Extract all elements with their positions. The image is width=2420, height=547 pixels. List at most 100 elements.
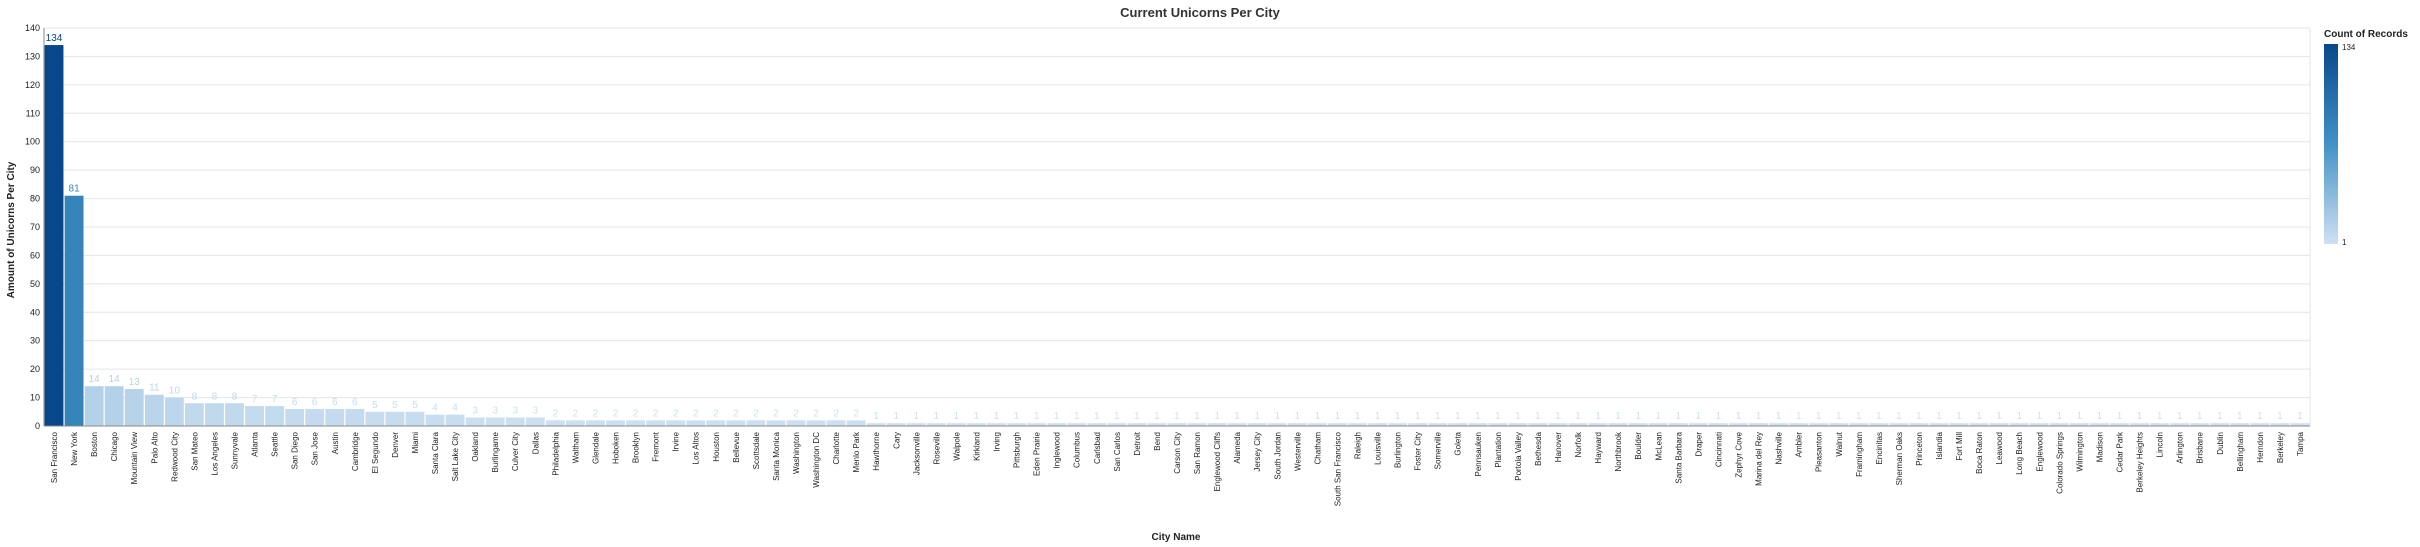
bar — [1267, 423, 1287, 426]
data-label: 2 — [833, 408, 839, 419]
data-label: 6 — [332, 397, 338, 408]
bar — [2250, 423, 2270, 426]
bar — [1849, 423, 1869, 426]
data-label: 1 — [1395, 411, 1401, 422]
data-label: 1 — [1054, 411, 1060, 422]
x-tick-label: Palo Alto — [150, 431, 159, 463]
data-label: 2 — [593, 408, 599, 419]
bar — [1608, 423, 1628, 426]
data-label: 1 — [2197, 411, 2203, 422]
x-tick-label: Menlo Park — [852, 431, 861, 472]
bar — [1969, 423, 1989, 426]
x-tick-label: Leawood — [1995, 432, 2004, 464]
data-label: 2 — [733, 408, 739, 419]
x-tick-label: Berkeley — [2276, 432, 2285, 463]
legend-min-label: 1 — [2342, 238, 2347, 247]
bar — [1949, 423, 1969, 426]
bar — [205, 403, 224, 426]
bar — [1408, 423, 1428, 426]
legend: Count of Records 134 1 — [2324, 29, 2408, 247]
x-tick-label: Houston — [712, 432, 721, 462]
bar — [1568, 423, 1588, 426]
bar — [1789, 423, 1809, 426]
data-label: 1 — [2097, 411, 2103, 422]
chart-title: Current Unicorns Per City — [1120, 5, 1280, 20]
data-label: 1 — [1535, 411, 1541, 422]
bar — [2029, 423, 2049, 426]
data-label: 1 — [1756, 411, 1762, 422]
data-label: 7 — [272, 394, 278, 405]
bar — [1428, 423, 1448, 426]
bar — [1749, 423, 1768, 426]
bar — [646, 420, 666, 426]
x-tick-label: Fremont — [652, 431, 661, 462]
x-tick-label: Sunnyvale — [231, 431, 240, 469]
x-tick-label: Austin — [331, 432, 340, 454]
data-label: 2 — [613, 408, 619, 419]
data-label: 1 — [2257, 411, 2263, 422]
bar — [2110, 423, 2129, 426]
bar — [686, 420, 706, 426]
bar — [385, 411, 405, 426]
bar — [1869, 423, 1889, 426]
x-tick-label: Eden Prairie — [1033, 431, 1042, 476]
data-label: 1 — [1896, 411, 1902, 422]
bar — [265, 406, 285, 426]
x-tick-label: Denver — [391, 432, 400, 458]
bar — [606, 420, 625, 426]
x-tick-label: Encinitas — [1875, 432, 1884, 464]
x-tick-label: Englewood — [2035, 432, 2044, 472]
x-tick-label: Pleasanton — [1815, 432, 1824, 472]
bar — [1307, 423, 1327, 426]
data-label: 1 — [2117, 411, 2123, 422]
x-tick-label: Carlsbad — [1093, 432, 1102, 464]
data-label: 1 — [1936, 411, 1942, 422]
data-label: 3 — [512, 405, 518, 416]
data-label: 1 — [1014, 411, 1020, 422]
x-tick-label: Walpole — [952, 431, 961, 460]
x-tick-label: Norfolk — [1574, 431, 1583, 457]
bar — [1709, 423, 1728, 426]
x-tick-label: Long Beach — [2015, 432, 2024, 475]
bar — [485, 417, 505, 426]
data-label: 1 — [1134, 411, 1140, 422]
x-tick-label: Herndon — [2256, 432, 2265, 463]
data-label: 1 — [1996, 411, 2002, 422]
data-label: 5 — [412, 400, 418, 411]
x-tick-label: Cincinnati — [1714, 432, 1723, 467]
data-label: 1 — [1716, 411, 1722, 422]
bar — [425, 414, 445, 426]
bar — [1488, 423, 1508, 426]
x-tick-label: Detroit — [1133, 431, 1142, 455]
data-label: 8 — [192, 391, 198, 402]
x-tick-label: Washington DC — [812, 432, 821, 488]
bar — [225, 403, 244, 426]
data-label: 1 — [1214, 411, 1220, 422]
data-label: 11 — [149, 383, 160, 394]
bar — [726, 420, 746, 426]
data-label: 7 — [252, 394, 258, 405]
data-label: 2 — [633, 408, 639, 419]
bar — [104, 386, 124, 426]
bar — [2290, 423, 2310, 426]
data-label: 1 — [1916, 411, 1922, 422]
x-tick-label: San Diego — [291, 431, 300, 469]
bar — [285, 408, 305, 426]
x-tick-label: Cambridge — [351, 431, 360, 471]
x-tick-label: Walnut — [1835, 431, 1844, 456]
x-tick-label: Hoboken — [612, 432, 621, 464]
data-label: 1 — [2057, 411, 2063, 422]
data-label: 1 — [934, 411, 940, 422]
legend-max-label: 134 — [2342, 43, 2356, 52]
y-tick-label: 70 — [30, 222, 40, 232]
x-tick-label: Foster City — [1414, 432, 1423, 471]
data-label: 1 — [1355, 411, 1361, 422]
x-tick-label: Northbrook — [1614, 431, 1623, 472]
bar — [2150, 423, 2170, 426]
bar — [1247, 423, 1267, 426]
bar — [846, 420, 866, 426]
bar — [886, 423, 906, 426]
data-label: 2 — [673, 408, 679, 419]
x-tick-label: Irvine — [672, 431, 681, 451]
bar — [906, 423, 926, 426]
